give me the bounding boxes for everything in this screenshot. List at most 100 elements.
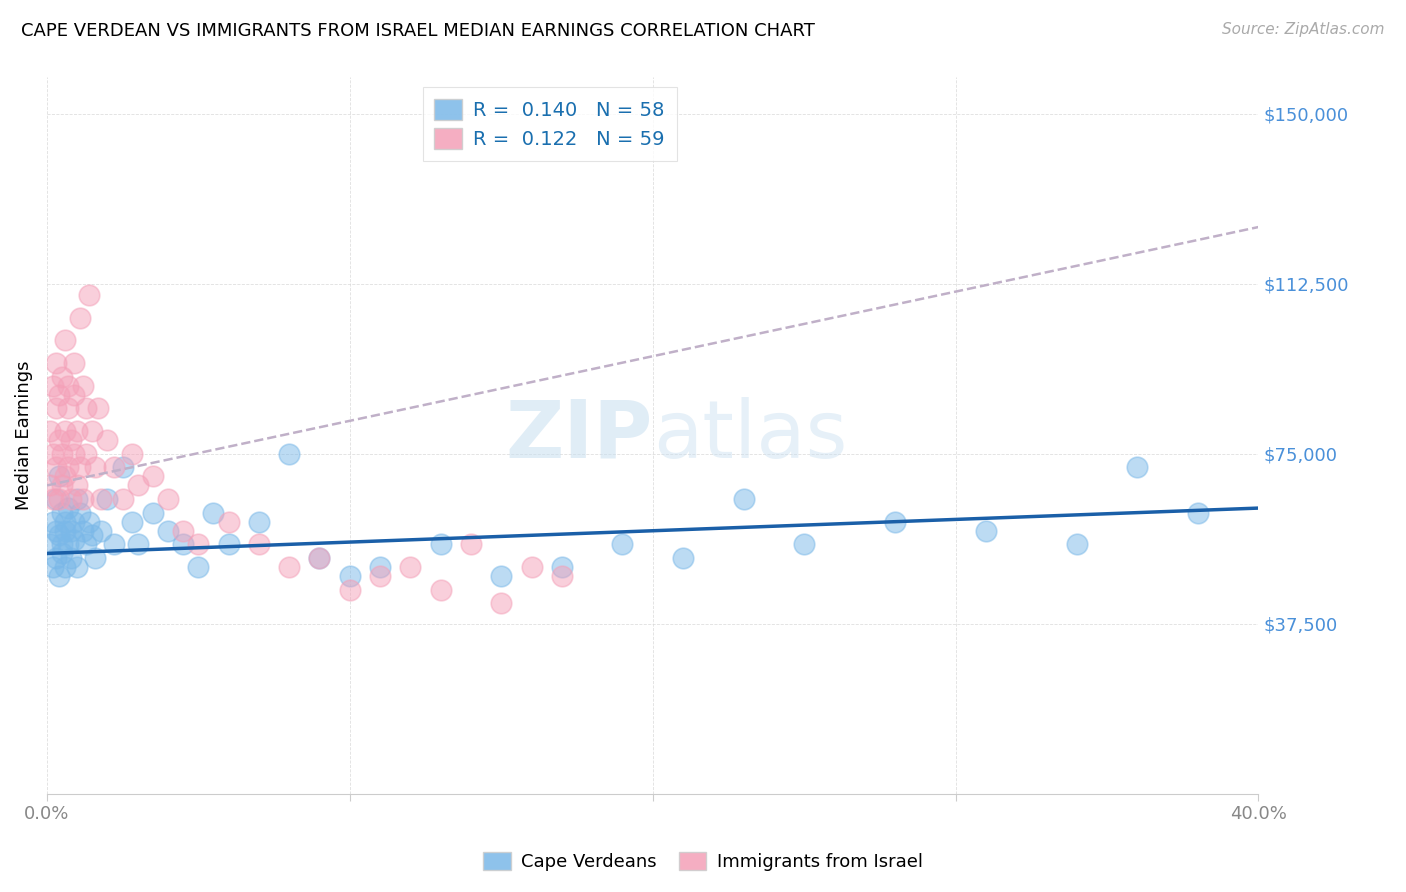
Point (339, 569, 361, 583)
Point (48, 528, 70, 542)
Point (66, 491, 89, 506)
Point (489, 569, 512, 583)
Point (1126, 460, 1149, 475)
Point (399, 560, 422, 574)
Point (218, 515, 240, 529)
Point (69, 460, 91, 475)
Point (45, 356, 67, 370)
Point (157, 524, 180, 538)
Point (247, 537, 270, 551)
Point (72, 491, 94, 506)
Point (63, 515, 86, 529)
Point (39, 424, 62, 438)
Point (103, 537, 125, 551)
Point (72, 524, 94, 538)
Point (278, 447, 301, 461)
Point (53, 560, 76, 574)
Point (45, 460, 67, 475)
Point (56, 537, 79, 551)
Point (82, 424, 104, 438)
Point (48, 388, 70, 402)
Point (69, 310, 91, 325)
Point (187, 537, 209, 551)
Legend: R =  0.140   N = 58, R =  0.122   N = 59: R = 0.140 N = 58, R = 0.122 N = 59 (423, 87, 676, 161)
Point (157, 491, 180, 506)
Point (63, 533, 86, 547)
Point (172, 537, 194, 551)
Point (733, 491, 755, 506)
Point (142, 506, 165, 520)
Point (56, 460, 79, 475)
Point (42, 515, 65, 529)
Point (69, 506, 91, 520)
Legend: Cape Verdeans, Immigrants from Israel: Cape Verdeans, Immigrants from Israel (477, 845, 929, 879)
Point (84, 551, 107, 566)
Point (60, 551, 83, 566)
Point (429, 582, 451, 597)
Point (429, 537, 451, 551)
Point (793, 537, 815, 551)
Point (460, 537, 482, 551)
Point (121, 515, 143, 529)
Point (612, 537, 634, 551)
Point (489, 596, 512, 610)
Point (218, 537, 240, 551)
Point (974, 524, 997, 538)
Point (39, 537, 62, 551)
Point (75, 447, 97, 461)
Point (51, 537, 73, 551)
Point (103, 460, 125, 475)
Point (60, 524, 83, 538)
Point (42, 491, 65, 506)
Point (51, 506, 73, 520)
Point (56, 501, 79, 516)
Text: CAPE VERDEAN VS IMMIGRANTS FROM ISRAEL MEDIAN EARNINGS CORRELATION CHART: CAPE VERDEAN VS IMMIGRANTS FROM ISRAEL M… (21, 22, 815, 40)
Point (79, 515, 101, 529)
Point (53, 524, 76, 538)
Point (53, 515, 76, 529)
Point (63, 356, 86, 370)
Point (42, 378, 65, 392)
Point (672, 551, 695, 566)
Point (202, 506, 225, 520)
Point (66, 478, 89, 492)
Y-axis label: Median Earnings: Median Earnings (15, 360, 32, 510)
Point (42, 560, 65, 574)
Point (172, 524, 194, 538)
Point (551, 560, 574, 574)
Point (90, 491, 112, 506)
Point (56, 378, 79, 392)
Point (247, 515, 270, 529)
Point (308, 551, 330, 566)
Point (48, 433, 70, 447)
Point (45, 491, 67, 506)
Point (51, 546, 73, 560)
Point (51, 369, 73, 384)
Point (1066, 537, 1088, 551)
Point (60, 491, 83, 506)
Point (96, 491, 118, 506)
Text: Source: ZipAtlas.com: Source: ZipAtlas.com (1222, 22, 1385, 37)
Point (308, 551, 330, 566)
Point (51, 478, 73, 492)
Point (63, 447, 86, 461)
Point (63, 388, 86, 402)
Point (48, 469, 70, 483)
Point (75, 401, 97, 416)
Text: ZIP: ZIP (505, 397, 652, 475)
Point (82, 528, 104, 542)
Point (127, 478, 149, 492)
Point (121, 447, 143, 461)
Point (142, 469, 165, 483)
Point (53, 334, 76, 348)
Point (111, 460, 134, 475)
Point (87, 401, 110, 416)
Point (884, 515, 907, 529)
Point (66, 560, 89, 574)
Point (45, 524, 67, 538)
Point (48, 569, 70, 583)
Point (48, 491, 70, 506)
Point (96, 433, 118, 447)
Point (368, 569, 391, 583)
Point (278, 560, 301, 574)
